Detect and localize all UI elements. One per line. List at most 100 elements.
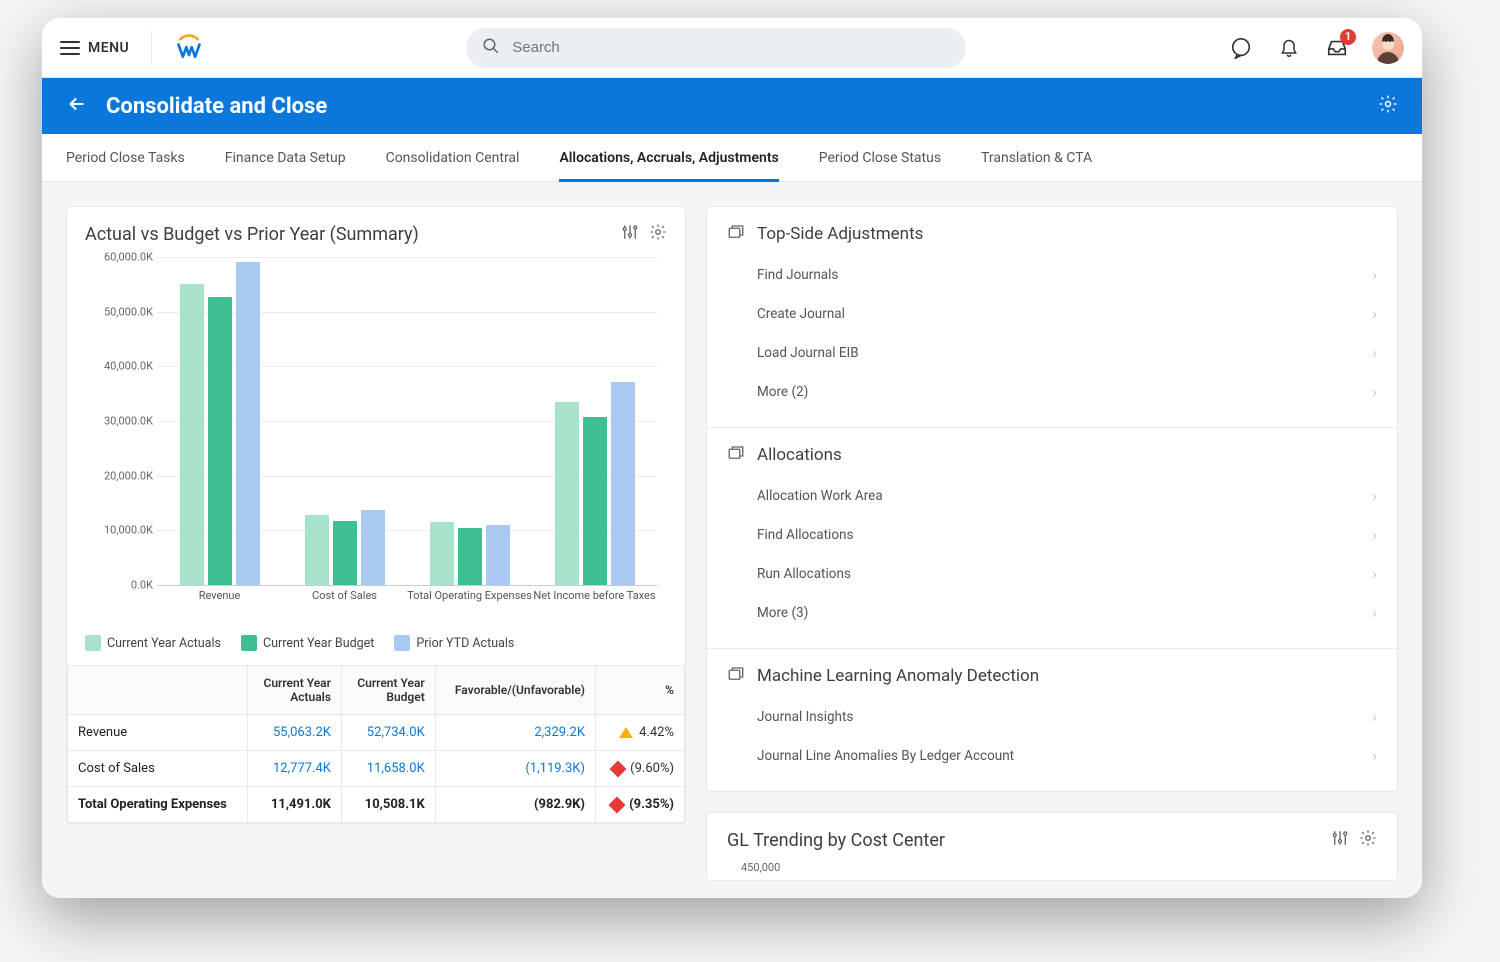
panel-item[interactable]: More (3)› bbox=[727, 593, 1377, 632]
legend-item[interactable]: Current Year Actuals bbox=[85, 635, 221, 651]
brand-logo[interactable] bbox=[174, 33, 204, 63]
table-header: % bbox=[596, 666, 685, 715]
topbar: MENU 1 bbox=[42, 18, 1422, 78]
table-link[interactable]: 2,329.2K bbox=[534, 725, 585, 740]
panel-item-label: More (3) bbox=[757, 605, 808, 621]
gear-icon[interactable] bbox=[649, 223, 667, 245]
app-window: MENU 1 bbox=[42, 18, 1422, 898]
panel-section-title: Top-Side Adjustments bbox=[757, 224, 923, 244]
tab-3[interactable]: Allocations, Accruals, Adjustments bbox=[559, 134, 778, 181]
tab-2[interactable]: Consolidation Central bbox=[386, 134, 520, 181]
search-box[interactable] bbox=[466, 28, 966, 68]
panel-item[interactable]: Allocation Work Area › bbox=[727, 476, 1377, 515]
tab-0[interactable]: Period Close Tasks bbox=[66, 134, 185, 181]
bar[interactable] bbox=[458, 528, 482, 585]
tab-4[interactable]: Period Close Status bbox=[819, 134, 941, 181]
x-tick-label: Total Operating Expenses bbox=[407, 585, 532, 617]
chevron-right-icon: › bbox=[1372, 304, 1377, 323]
table-row: Cost of Sales12,777.4K11,658.0K(1,119.3K… bbox=[68, 751, 685, 787]
table-link[interactable]: (1,119.3K) bbox=[525, 761, 585, 776]
bar[interactable] bbox=[611, 382, 635, 585]
panel-item[interactable]: Create Journal› bbox=[727, 294, 1377, 333]
panel-item[interactable]: Run Allocations› bbox=[727, 554, 1377, 593]
header-gear-icon[interactable] bbox=[1378, 94, 1398, 118]
chart-card: Actual vs Budget vs Prior Year (Summary)… bbox=[66, 206, 686, 824]
search-icon bbox=[482, 37, 500, 59]
menu-button[interactable]: MENU bbox=[60, 40, 129, 56]
back-arrow-icon[interactable] bbox=[66, 93, 88, 119]
panel-item[interactable]: Find Journals › bbox=[727, 255, 1377, 294]
tab-bar: Period Close Tasks Finance Data Setup Cons… bbox=[42, 134, 1422, 182]
panel-section: Top-Side AdjustmentsFind Journals›Create… bbox=[707, 207, 1397, 427]
panel-item[interactable]: Find Allocations › bbox=[727, 515, 1377, 554]
bar[interactable] bbox=[236, 262, 260, 585]
chevron-right-icon: › bbox=[1372, 265, 1377, 284]
grouped-bar-chart: 0.0K10,000.0K20,000.0K30,000.0K40,000.0K… bbox=[77, 257, 667, 617]
bar[interactable] bbox=[208, 297, 232, 585]
stack-icon bbox=[727, 444, 745, 466]
table-link[interactable]: 11,658.0K bbox=[367, 761, 425, 776]
x-tick-label: Revenue bbox=[157, 585, 282, 617]
table-header: Current YearBudget bbox=[341, 666, 435, 715]
chevron-right-icon: › bbox=[1372, 707, 1377, 726]
table-value: (982.9K) bbox=[534, 797, 585, 812]
legend-label: Prior YTD Actuals bbox=[416, 636, 514, 651]
panel-item-label: Allocation Work Area bbox=[757, 488, 883, 504]
tab-1[interactable]: Finance Data Setup bbox=[225, 134, 346, 181]
bar[interactable] bbox=[555, 402, 579, 585]
bar[interactable] bbox=[430, 522, 454, 585]
inbox-icon[interactable]: 1 bbox=[1324, 35, 1350, 61]
legend-item[interactable]: Current Year Budget bbox=[241, 635, 374, 651]
chat-icon[interactable] bbox=[1228, 35, 1254, 61]
legend-item[interactable]: Prior YTD Actuals bbox=[394, 635, 514, 651]
sliders-icon[interactable] bbox=[621, 223, 639, 245]
y-tick-label: 30,000.0K bbox=[83, 415, 153, 428]
panel-item-label: Journal Insights bbox=[757, 709, 853, 725]
table-link[interactable]: 55,063.2K bbox=[273, 725, 331, 740]
panel-item[interactable]: Journal Line Anomalies By Ledger Account… bbox=[727, 736, 1377, 775]
bar[interactable] bbox=[305, 515, 329, 585]
legend-swatch bbox=[241, 635, 257, 651]
legend-label: Current Year Actuals bbox=[107, 636, 221, 651]
panel-item[interactable]: Journal Insights › bbox=[727, 697, 1377, 736]
divider bbox=[151, 30, 152, 66]
table-link[interactable]: 12,777.4K bbox=[273, 761, 331, 776]
panel-section-title: Machine Learning Anomaly Detection bbox=[757, 666, 1039, 686]
sliders-icon[interactable] bbox=[1331, 829, 1349, 851]
body: Actual vs Budget vs Prior Year (Summary)… bbox=[42, 182, 1422, 898]
tasks-panel: Top-Side AdjustmentsFind Journals›Create… bbox=[706, 206, 1398, 792]
search-input[interactable] bbox=[512, 39, 950, 56]
chevron-right-icon: › bbox=[1372, 746, 1377, 765]
panel-item-label: Find Journals bbox=[757, 267, 838, 283]
bar[interactable] bbox=[180, 284, 204, 585]
pct-value: (9.35%) bbox=[629, 797, 674, 812]
panel-item-label: Run Allocations bbox=[757, 566, 851, 582]
triangle-up-icon bbox=[619, 727, 633, 738]
chart-legend: Current Year Actuals Current Year Budget P… bbox=[67, 627, 685, 665]
panel-item[interactable]: Load Journal EIB› bbox=[727, 333, 1377, 372]
table-header: Current YearActuals bbox=[248, 666, 342, 715]
legend-label: Current Year Budget bbox=[263, 636, 374, 651]
bar[interactable] bbox=[583, 417, 607, 585]
diamond-alert-icon bbox=[609, 796, 626, 813]
tab-5[interactable]: Translation & CTA bbox=[981, 134, 1092, 181]
gear-icon[interactable] bbox=[1359, 829, 1377, 851]
panel-item[interactable]: More (2)› bbox=[727, 372, 1377, 411]
chevron-right-icon: › bbox=[1372, 486, 1377, 505]
diamond-alert-icon bbox=[610, 760, 627, 777]
stack-icon bbox=[727, 223, 745, 245]
table-link[interactable]: 52,734.0K bbox=[367, 725, 425, 740]
table-row: Total Operating Expenses11,491.0K10,508.… bbox=[68, 787, 685, 823]
panel-item-label: More (2) bbox=[757, 384, 808, 400]
bar[interactable] bbox=[333, 521, 357, 585]
y-tick-label: 10,000.0K bbox=[83, 524, 153, 537]
panel-item-label: Find Allocations bbox=[757, 527, 853, 543]
pct-value: (9.60%) bbox=[630, 761, 674, 776]
bar[interactable] bbox=[486, 525, 510, 585]
legend-swatch bbox=[85, 635, 101, 651]
bar[interactable] bbox=[361, 510, 385, 585]
chevron-right-icon: › bbox=[1372, 525, 1377, 544]
bell-icon[interactable] bbox=[1276, 35, 1302, 61]
legend-swatch bbox=[394, 635, 410, 651]
avatar[interactable] bbox=[1372, 32, 1404, 64]
